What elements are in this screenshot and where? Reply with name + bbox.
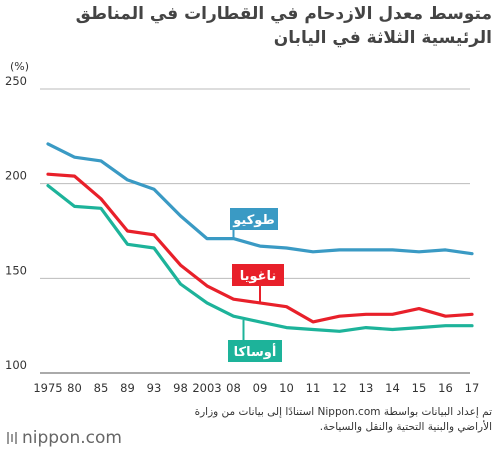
x-tick-label: 17 xyxy=(465,381,480,395)
series-line xyxy=(46,184,474,333)
x-tick-label: 12 xyxy=(332,381,347,395)
x-tick-label: 1975 xyxy=(33,381,62,395)
nippon-logo-icon xyxy=(7,432,17,444)
nippon-logo: nippon.com xyxy=(6,428,122,448)
y-tick-label: 250 xyxy=(5,74,27,88)
x-tick-label: 13 xyxy=(359,381,374,395)
series-label: طوكيو xyxy=(232,213,274,228)
y-tick-label: 150 xyxy=(5,263,27,277)
x-tick-label: 15 xyxy=(412,381,427,395)
x-tick-label: 85 xyxy=(94,381,109,395)
y-tick-label: 100 xyxy=(5,358,27,372)
source-note: تم إعداد البيانات بواسطة Nippon.com استن… xyxy=(194,406,492,433)
series-label: أوساكا xyxy=(234,343,277,360)
x-tick-label: 08 xyxy=(226,381,241,395)
x-tick-label: 2003 xyxy=(192,381,221,395)
callout-box xyxy=(232,264,284,286)
series-line xyxy=(46,142,474,256)
series-label: ناغويا xyxy=(240,269,277,284)
callout-box xyxy=(230,208,278,230)
y-tick-label: 200 xyxy=(5,169,27,183)
x-tick-label: 16 xyxy=(438,381,453,395)
x-tick-label: 98 xyxy=(173,381,188,395)
x-tick-label: 11 xyxy=(306,381,321,395)
x-tick-label: 10 xyxy=(279,381,294,395)
x-tick-label: 93 xyxy=(147,381,162,395)
x-tick-label: 80 xyxy=(67,381,82,395)
x-tick-label: 89 xyxy=(120,381,135,395)
x-tick-label: 14 xyxy=(385,381,400,395)
logo-text: nippon.com xyxy=(22,428,122,448)
chart-title: متوسط معدل الازدحام في القطارات في المنا… xyxy=(75,4,492,48)
x-tick-label: 09 xyxy=(253,381,268,395)
callout-box xyxy=(228,340,282,362)
y-axis-unit: (%) xyxy=(10,60,29,73)
